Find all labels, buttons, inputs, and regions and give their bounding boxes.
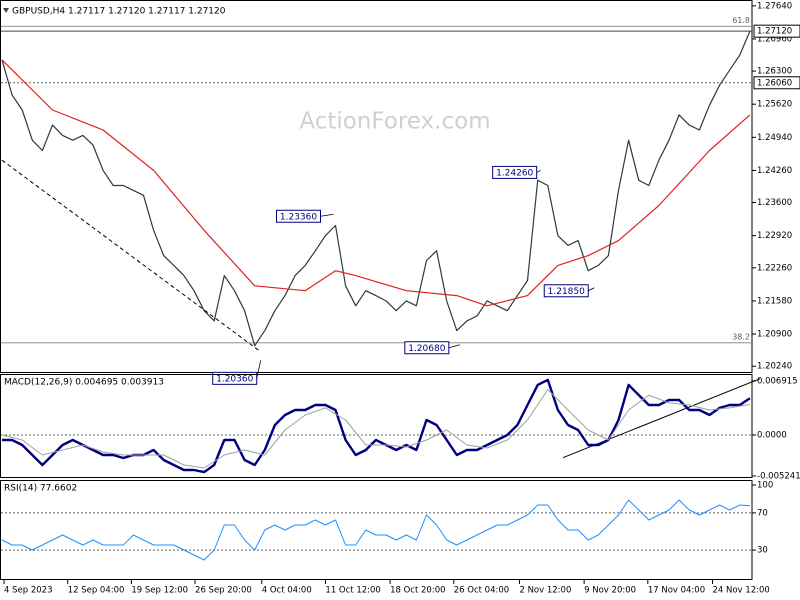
annotation-label: 1.24260 <box>496 168 533 178</box>
y-tick-label: 1.22260 <box>757 263 792 273</box>
panel-frame <box>0 374 753 478</box>
x-tick-label: 4 Oct 04:00 <box>262 586 312 596</box>
series-line <box>2 378 751 474</box>
y-tick-label: 1.23600 <box>757 198 792 208</box>
symbol-icon <box>3 8 9 13</box>
annotation-pointer <box>588 287 595 292</box>
panel-title: MACD(12,26,9) 0.004695 0.003913 <box>4 378 164 388</box>
y-tick-label: 70 <box>757 508 768 518</box>
price-tag <box>753 76 800 90</box>
x-tick-label: 24 Nov 12:00 <box>712 586 769 596</box>
x-tick-label: 11 Oct 12:00 <box>325 586 380 596</box>
annotation-box <box>543 284 589 298</box>
annotation-label: 1.23360 <box>280 212 317 222</box>
x-tick-label: 26 Sep 20:00 <box>195 586 252 596</box>
annotation-label: 1.21850 <box>548 287 585 297</box>
price-tag-label: 1.26060 <box>757 78 792 88</box>
y-tick-label: 1.27640 <box>757 1 792 11</box>
series-line <box>1 389 750 469</box>
x-tick-label: 2 Nov 12:00 <box>519 586 571 596</box>
y-tick-label: 1.24940 <box>757 133 792 143</box>
y-tick-label: 1.21580 <box>757 296 792 306</box>
panel-title: GBPUSD,H4 1.27117 1.27120 1.27117 1.2712… <box>12 7 226 17</box>
trend-line <box>1 159 261 352</box>
y-tick-label: 1.20240 <box>757 362 792 372</box>
fib-label: 61.8 <box>732 16 750 25</box>
annotation-label: 1.20360 <box>216 374 253 384</box>
panel-title: RSI(14) 77.6602 <box>4 484 77 494</box>
x-tick-label: 4 Sep 2023 <box>4 586 52 596</box>
y-tick-label: 30 <box>757 546 768 556</box>
fib-label: 38.2 <box>732 332 750 341</box>
y-tick-label: 1.24260 <box>757 166 792 176</box>
y-tick-label: 1.20900 <box>757 330 792 340</box>
annotation-pointer <box>320 213 334 217</box>
annotation-box <box>212 371 258 385</box>
panel-frame <box>0 0 753 373</box>
x-tick-label: 17 Nov 04:00 <box>648 586 705 596</box>
x-tick-label: 26 Oct 04:00 <box>454 586 509 596</box>
y-tick-label: 100 <box>757 481 773 491</box>
annotation-pointer <box>256 360 262 379</box>
price-tag <box>753 24 800 38</box>
x-tick-label: 9 Nov 20:00 <box>584 586 636 596</box>
series-line <box>1 499 750 561</box>
watermark: ActionForex.com <box>299 109 490 135</box>
annotation-pointer <box>536 170 541 173</box>
y-tick-label: 1.26300 <box>757 67 792 77</box>
annotation-box <box>275 209 321 223</box>
y-tick-label: 0.006915 <box>757 376 798 386</box>
annotation-pointer <box>448 344 460 349</box>
annotation-box <box>404 341 450 355</box>
y-tick-label: -0.005241 <box>757 471 800 481</box>
x-tick-label: 18 Oct 20:00 <box>390 586 445 596</box>
y-tick-label: 1.26960 <box>757 34 792 44</box>
x-tick-label: 12 Sep 04:00 <box>68 586 125 596</box>
y-tick-label: 1.22920 <box>757 231 792 241</box>
x-tick-label: 19 Sep 12:00 <box>131 586 188 596</box>
y-tick-label: 1.25620 <box>757 100 792 110</box>
annotation-label: 1.20680 <box>408 344 445 354</box>
panel-frame <box>0 480 753 580</box>
series-line <box>1 30 751 347</box>
series-line <box>1 59 751 307</box>
price-tag-label: 1.27120 <box>757 27 792 37</box>
y-tick-label: 0.0000 <box>757 430 787 440</box>
annotation-box <box>492 165 538 179</box>
